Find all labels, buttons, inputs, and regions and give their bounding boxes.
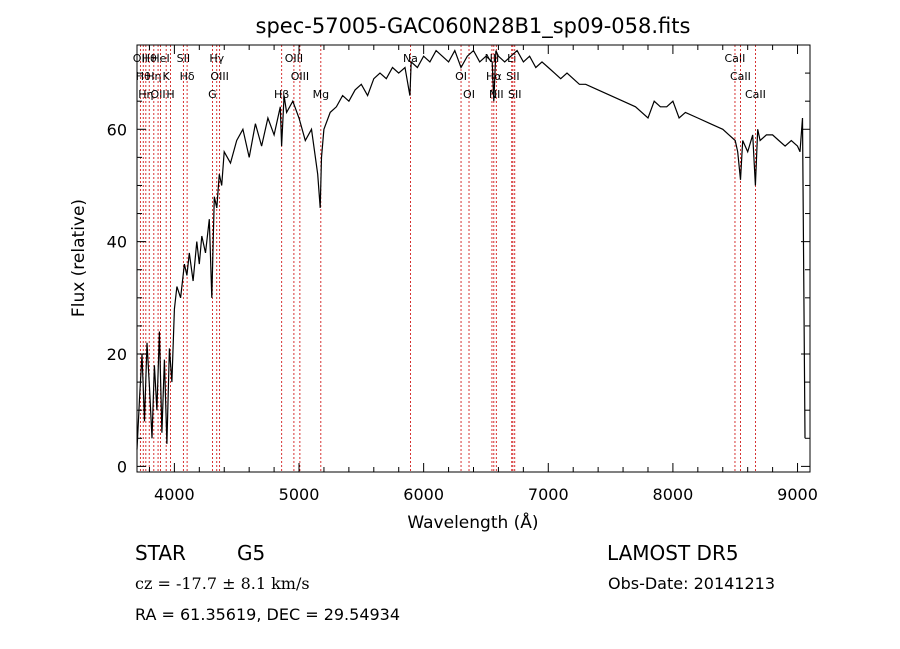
spectral-line-label: G [208,88,217,101]
spectral-line-label: NII [489,88,504,101]
spectral-line-label: Hα [486,70,502,83]
chart-title: spec-57005-GAC060N28B1_sp09-058.fits [256,14,691,39]
object-subclass: G5 [237,541,265,565]
x-tick-label: 6000 [403,485,444,504]
x-tick-label: 8000 [653,485,694,504]
spectral-line-label: OII [150,88,165,101]
spectral-line-label: SII [177,52,190,65]
observation-date: Obs-Date: 20141213 [608,574,775,593]
spectral-line-label: CaII [725,52,746,65]
spectral-line-label: SII [508,88,521,101]
y-axis-label: Flux (relative) [69,199,89,317]
spectral-line-label: OIII [285,52,303,65]
y-axis-ticks: 0 20 40 60 [107,72,810,476]
spectral-line-label: Hθ [142,52,157,65]
x-tick-label: 7000 [528,485,569,504]
spectral-line-label: Li [507,52,516,65]
spectral-line-label: Hβ [274,88,289,101]
spectral-line-label: CaII [745,88,766,101]
spectral-line-label: SII [506,70,519,83]
spectral-line-markers: OIIHθHηHθHηOIIHeIKHSIIHδGHγOIIIHβOIIIOII… [133,45,766,472]
plot-frame [136,44,811,473]
spectral-line-label: Hδ [180,70,195,83]
redshift-velocity: cz = -17.7 ± 8.1 km/s [135,574,310,593]
y-tick-label: 40 [107,233,127,252]
spectral-line-label: OI [463,88,475,101]
spectral-line-label: OIII [291,70,309,83]
spectral-line-label: OI [455,70,467,83]
spectral-line-label: Na [403,52,418,65]
spectral-line-label: Mg [313,88,329,101]
spectral-line-label: CaII [730,70,751,83]
spectral-line-label: K [163,70,171,83]
spectrum-line [136,49,806,450]
x-axis-label: Wavelength (Å) [407,511,538,533]
y-tick-label: 0 [117,457,127,476]
x-axis-ticks: 4000 5000 6000 7000 8000 9000 [148,45,818,504]
spectral-line-label: OIII [210,70,228,83]
y-tick-label: 20 [107,345,127,364]
coordinates: RA = 61.35619, DEC = 29.54934 [135,605,400,624]
spectral-line-label: Hη [138,88,153,101]
spectral-line-label: H [166,88,174,101]
survey-name: LAMOST DR5 [607,541,739,565]
spectral-line-label: HeI [151,52,169,65]
spectral-line-label: Hγ [209,52,224,65]
x-tick-label: 5000 [279,485,320,504]
y-tick-label: 60 [107,120,127,139]
object-class: STAR [135,541,186,565]
x-tick-label: 9000 [777,485,818,504]
x-tick-label: 4000 [154,485,195,504]
spectrum-series [136,49,806,450]
spectral-line-label: Hη [146,70,161,83]
